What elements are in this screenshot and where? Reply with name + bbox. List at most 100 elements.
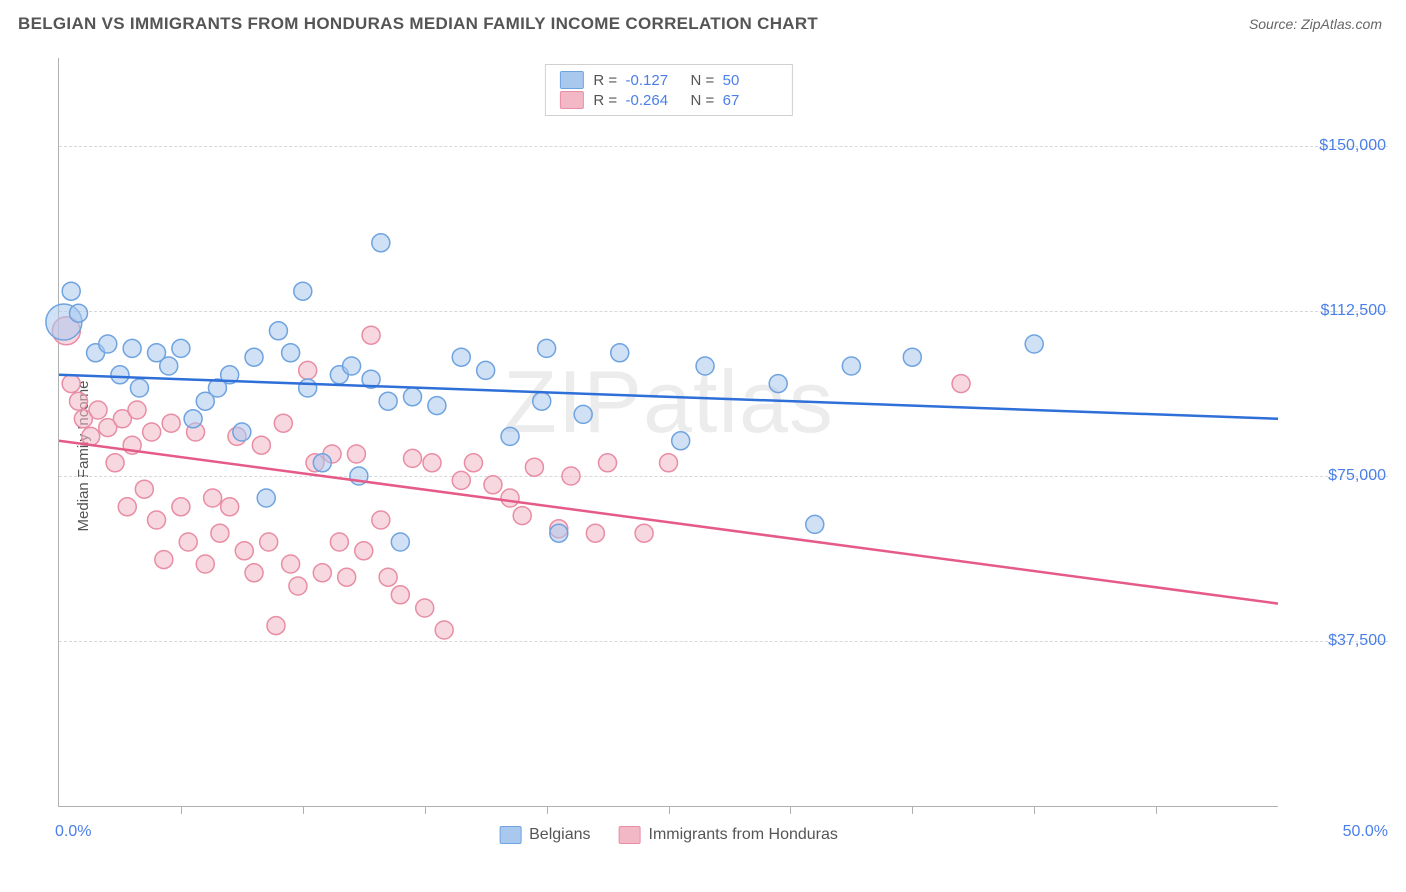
data-point bbox=[355, 542, 373, 560]
x-axis-end-label: 50.0% bbox=[1343, 823, 1388, 841]
data-point bbox=[842, 357, 860, 375]
scatter-svg bbox=[59, 58, 1278, 806]
data-point bbox=[423, 454, 441, 472]
data-point bbox=[372, 234, 390, 252]
data-point bbox=[62, 282, 80, 300]
data-point bbox=[696, 357, 714, 375]
data-point bbox=[404, 388, 422, 406]
data-point bbox=[70, 304, 88, 322]
x-tick bbox=[669, 806, 670, 814]
x-tick bbox=[425, 806, 426, 814]
data-point bbox=[501, 489, 519, 507]
data-point bbox=[282, 344, 300, 362]
plot-region: ZIPatlas R = -0.127 N = 50 R = -0.264 N … bbox=[58, 58, 1278, 807]
chart-header: BELGIAN VS IMMIGRANTS FROM HONDURAS MEDI… bbox=[0, 0, 1406, 44]
data-point bbox=[347, 445, 365, 463]
data-point bbox=[128, 401, 146, 419]
data-point bbox=[267, 617, 285, 635]
data-point bbox=[452, 348, 470, 366]
data-point bbox=[106, 454, 124, 472]
data-point bbox=[428, 397, 446, 415]
data-point bbox=[538, 339, 556, 357]
data-point bbox=[184, 410, 202, 428]
data-point bbox=[574, 405, 592, 423]
data-point bbox=[550, 524, 568, 542]
data-point bbox=[123, 339, 141, 357]
data-point bbox=[416, 599, 434, 617]
trend-line bbox=[59, 375, 1278, 419]
data-point bbox=[372, 511, 390, 529]
data-point bbox=[599, 454, 617, 472]
data-point bbox=[672, 432, 690, 450]
swatch-belgians-bottom bbox=[499, 826, 521, 844]
data-point bbox=[1025, 335, 1043, 353]
data-point bbox=[274, 414, 292, 432]
n-value-honduras: 67 bbox=[723, 92, 778, 109]
data-point bbox=[562, 467, 580, 485]
data-point bbox=[235, 542, 253, 560]
data-point bbox=[391, 586, 409, 604]
y-tick-label: $150,000 bbox=[1286, 137, 1386, 155]
legend-row-belgians: R = -0.127 N = 50 bbox=[559, 70, 777, 90]
data-point bbox=[82, 427, 100, 445]
correlation-legend: R = -0.127 N = 50 R = -0.264 N = 67 bbox=[544, 64, 792, 116]
data-point bbox=[245, 564, 263, 582]
data-point bbox=[162, 414, 180, 432]
data-point bbox=[196, 555, 214, 573]
data-point bbox=[62, 375, 80, 393]
data-point bbox=[477, 361, 495, 379]
legend-item-honduras: Immigrants from Honduras bbox=[618, 826, 837, 844]
data-point bbox=[299, 361, 317, 379]
data-point bbox=[806, 515, 824, 533]
data-point bbox=[179, 533, 197, 551]
data-point bbox=[172, 498, 190, 516]
data-point bbox=[313, 454, 331, 472]
data-point bbox=[257, 489, 275, 507]
data-point bbox=[952, 375, 970, 393]
data-point bbox=[484, 476, 502, 494]
data-point bbox=[289, 577, 307, 595]
data-point bbox=[130, 379, 148, 397]
data-point bbox=[260, 533, 278, 551]
data-point bbox=[313, 564, 331, 582]
data-point bbox=[252, 436, 270, 454]
data-point bbox=[143, 423, 161, 441]
data-point bbox=[513, 507, 531, 525]
data-point bbox=[148, 511, 166, 529]
chart-area: Median Family Income ZIPatlas R = -0.127… bbox=[18, 50, 1388, 862]
swatch-honduras bbox=[559, 91, 583, 109]
data-point bbox=[211, 524, 229, 542]
x-tick bbox=[912, 806, 913, 814]
data-point bbox=[769, 375, 787, 393]
data-point bbox=[172, 339, 190, 357]
data-point bbox=[452, 471, 470, 489]
data-point bbox=[379, 392, 397, 410]
x-axis-start-label: 0.0% bbox=[55, 823, 91, 841]
x-tick bbox=[790, 806, 791, 814]
data-point bbox=[245, 348, 263, 366]
n-value-belgians: 50 bbox=[723, 72, 778, 89]
swatch-belgians bbox=[559, 71, 583, 89]
data-point bbox=[204, 489, 222, 507]
data-point bbox=[233, 423, 251, 441]
data-point bbox=[404, 449, 422, 467]
r-value-belgians: -0.127 bbox=[626, 72, 681, 89]
x-tick bbox=[181, 806, 182, 814]
chart-title: BELGIAN VS IMMIGRANTS FROM HONDURAS MEDI… bbox=[18, 14, 818, 34]
data-point bbox=[611, 344, 629, 362]
data-point bbox=[330, 533, 348, 551]
y-tick-label: $75,000 bbox=[1286, 467, 1386, 485]
data-point bbox=[118, 498, 136, 516]
data-point bbox=[586, 524, 604, 542]
data-point bbox=[435, 621, 453, 639]
x-tick bbox=[303, 806, 304, 814]
data-point bbox=[362, 326, 380, 344]
data-point bbox=[221, 498, 239, 516]
data-point bbox=[464, 454, 482, 472]
data-point bbox=[660, 454, 678, 472]
source-value: ZipAtlas.com bbox=[1301, 16, 1382, 32]
data-point bbox=[135, 480, 153, 498]
r-value-honduras: -0.264 bbox=[626, 92, 681, 109]
data-point bbox=[525, 458, 543, 476]
data-point bbox=[299, 379, 317, 397]
